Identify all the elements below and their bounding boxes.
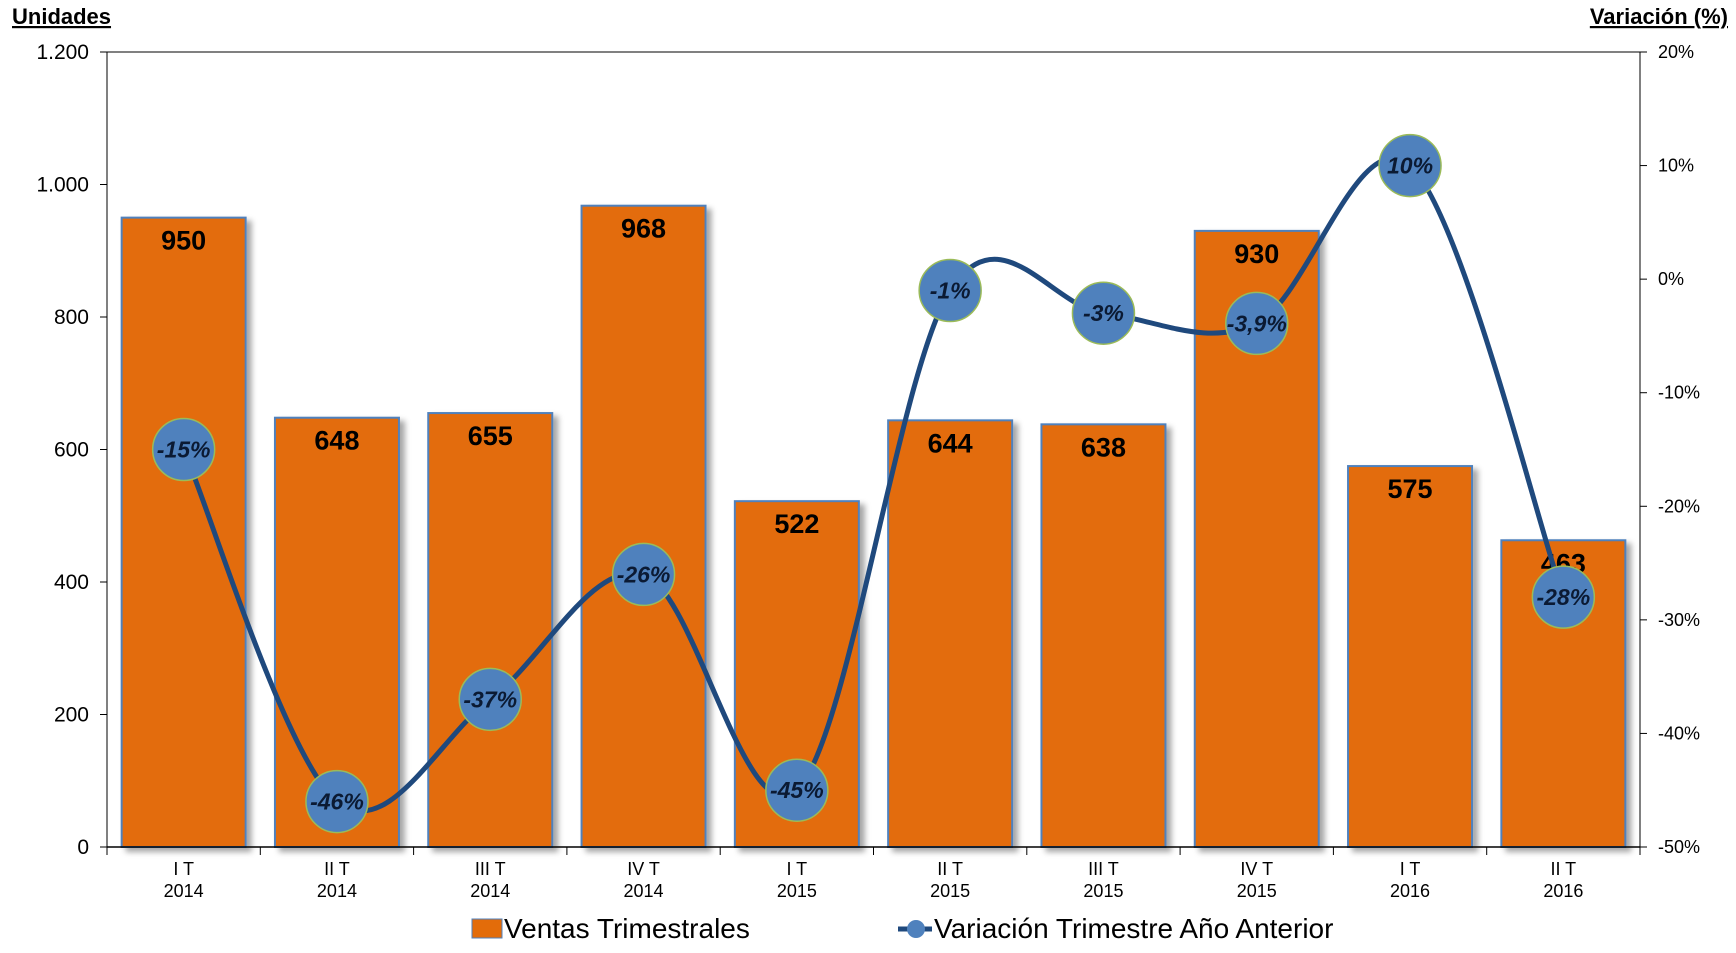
x-tick-label-year: 2014	[164, 881, 204, 901]
variation-point-label: -37%	[463, 686, 517, 712]
y-right-tick-label: 20%	[1658, 42, 1694, 62]
y-left-tick-label: 200	[54, 704, 89, 727]
x-tick-label-year: 2015	[777, 881, 817, 901]
bar-value-label: 575	[1388, 474, 1433, 504]
variation-point-label: -3%	[1083, 300, 1124, 326]
bar	[1040, 423, 1167, 848]
x-tick-label-quarter: III T	[475, 859, 506, 879]
bar-value-label: 968	[621, 214, 666, 244]
x-tick-label-quarter: IV T	[1240, 859, 1273, 879]
y-left-tick-label: 0	[77, 836, 89, 859]
y-right-tick-label: -30%	[1658, 610, 1700, 630]
variation-point	[1378, 133, 1442, 198]
y-right-tick-label: -20%	[1658, 496, 1700, 516]
x-tick-label-quarter: I T	[1400, 859, 1421, 879]
variation-point	[458, 667, 522, 732]
legend-label-bars: Ventas Trimestrales	[504, 913, 750, 944]
x-tick-label-quarter: I T	[787, 859, 808, 879]
y-left-axis-title: Unidades	[12, 4, 111, 29]
variation-point	[305, 769, 369, 834]
legend-swatch-marker	[907, 920, 925, 938]
y-right-tick-label: 10%	[1658, 156, 1694, 176]
bar	[580, 204, 707, 848]
y-left-tick-label: 800	[54, 306, 89, 329]
y-right-tick-label: -40%	[1658, 723, 1700, 743]
variation-point	[611, 542, 676, 607]
legend-label-line: Variación Trimestre Año Anterior	[934, 913, 1333, 944]
bar	[1347, 465, 1474, 848]
bar-value-label: 522	[774, 509, 819, 539]
bar	[120, 216, 247, 848]
variation-point-label: -45%	[770, 777, 824, 803]
y-right-tick-label: -50%	[1658, 837, 1700, 857]
variation-point	[151, 417, 216, 482]
bar-value-label: 655	[468, 421, 513, 451]
x-tick-label-quarter: II T	[937, 859, 963, 879]
variation-point-label: -15%	[157, 437, 211, 463]
legend-swatch-bars	[471, 918, 503, 939]
variation-point-label: -26%	[617, 561, 671, 587]
x-tick-label-year: 2015	[1237, 881, 1277, 901]
variation-point	[1071, 281, 1136, 345]
variation-point-label: -3,9%	[1227, 310, 1287, 336]
variation-point-label: -1%	[930, 278, 971, 304]
y-left-tick-label: 1.000	[36, 174, 89, 197]
variation-point-label: 10%	[1387, 153, 1433, 179]
x-tick-label-quarter: III T	[1088, 859, 1119, 879]
x-tick-label-quarter: II T	[324, 859, 350, 879]
bar	[427, 412, 554, 848]
variation-point	[918, 258, 982, 323]
x-tick-label-year: 2016	[1543, 881, 1583, 901]
x-tick-label-year: 2014	[317, 881, 357, 901]
variation-point	[1531, 565, 1596, 629]
x-tick-label-year: 2015	[1083, 881, 1123, 901]
x-tick-label-quarter: IV T	[627, 859, 660, 879]
x-tick-label-quarter: I T	[173, 859, 194, 879]
bar-value-label: 930	[1234, 239, 1279, 269]
bar-value-label: 648	[314, 426, 359, 456]
y-right-tick-label: -10%	[1658, 383, 1700, 403]
x-tick-label-quarter: II T	[1551, 859, 1577, 879]
y-left-tick-label: 400	[54, 571, 89, 594]
y-left-tick-label: 1.200	[36, 41, 89, 64]
variation-point-label: -28%	[1536, 584, 1590, 610]
y-right-tick-label: 0%	[1658, 269, 1684, 289]
y-right-axis-title: Variación (%)	[1590, 4, 1728, 29]
x-tick-label-year: 2015	[930, 881, 970, 901]
variation-point	[765, 758, 829, 822]
variation-line	[181, 155, 1566, 814]
x-tick-label-year: 2016	[1390, 881, 1430, 901]
x-tick-label-year: 2014	[624, 881, 664, 901]
bar-value-label: 950	[161, 226, 206, 256]
bar-value-label: 638	[1081, 432, 1126, 462]
bar-value-label: 644	[928, 428, 973, 458]
variation-point	[1225, 291, 1289, 356]
y-left-tick-label: 600	[54, 439, 89, 462]
variation-point-label: -46%	[310, 789, 364, 815]
x-tick-label-year: 2014	[470, 881, 510, 901]
bar	[887, 419, 1014, 848]
